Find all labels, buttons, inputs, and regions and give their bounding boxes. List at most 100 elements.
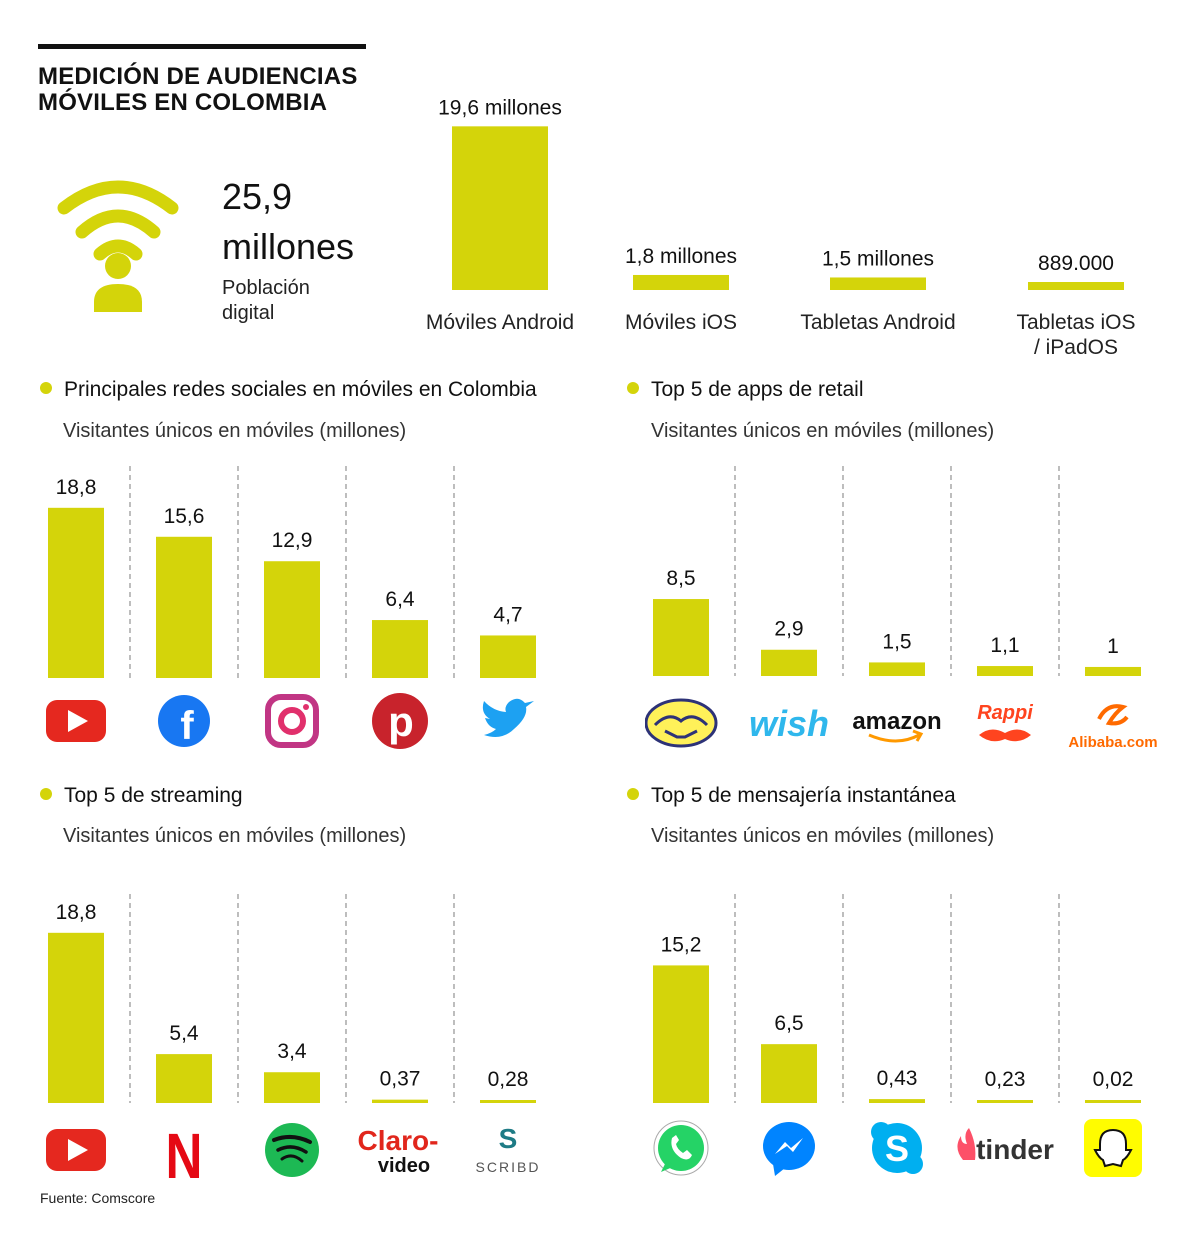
source-note: Fuente: Comscore — [40, 1190, 156, 1206]
svg-text:p: p — [388, 698, 414, 745]
mercadolibre-icon — [645, 698, 718, 748]
device-category-label: Tabletas Android — [800, 311, 955, 334]
device-category-label: / iPadOS — [1034, 336, 1118, 359]
chart-streaming-logo-bg — [132, 1113, 236, 1183]
bullet-dot — [40, 382, 52, 394]
chart-messaging-value-label: 0,23 — [985, 1068, 1026, 1091]
device-bar — [830, 277, 926, 290]
svg-text:S: S — [499, 1123, 518, 1154]
svg-text:Claro-: Claro- — [358, 1125, 439, 1156]
chart-messaging-bar — [1085, 1100, 1141, 1103]
claro-video-icon: Claro-video — [358, 1125, 439, 1177]
chart-retail-logo-bg — [1061, 686, 1165, 756]
population-value-line-1: 25,9 — [222, 176, 293, 217]
chart-streaming-bar — [372, 1099, 428, 1103]
social-section-title: Principales redes sociales en móviles en… — [40, 377, 537, 403]
chart-retail-value-label: 1 — [1107, 635, 1119, 658]
messaging-title-text: Top 5 de mensajería instantánea — [651, 784, 956, 807]
messaging-chart: 15,2 6,5 0,43 S 0,23 tinder 0,02 — [645, 894, 1165, 1183]
pinterest-icon: p — [372, 693, 428, 749]
title-line-1: MEDICIÓN DE AUDIENCIAS — [38, 63, 358, 90]
chart-social-bar — [480, 635, 536, 678]
chart-messaging-value-label: 15,2 — [661, 933, 702, 956]
chart-social-bar — [372, 620, 428, 678]
scribd-icon: S SCRIBD — [476, 1123, 541, 1175]
chart-messaging-value-label: 0,43 — [877, 1067, 918, 1090]
messaging-section-title: Top 5 de mensajería instantánea — [627, 783, 956, 809]
chart-streaming-bar — [480, 1100, 536, 1103]
streaming-section-title: Top 5 de streaming — [40, 783, 243, 809]
device-category-label: Móviles Android — [426, 311, 574, 334]
bullet-dot — [627, 382, 639, 394]
whatsapp-icon — [653, 1120, 709, 1176]
chart-messaging-bar — [977, 1100, 1033, 1103]
chart-streaming-value-label: 18,8 — [56, 901, 97, 924]
chart-messaging-value-label: 0,02 — [1093, 1068, 1134, 1091]
bullet-dot — [627, 788, 639, 800]
chart-social-value-label: 6,4 — [385, 588, 415, 611]
social-section-subtitle: Visitantes únicos en móviles (millones) — [63, 420, 407, 442]
youtube-icon — [46, 1129, 106, 1171]
device-bar — [452, 126, 548, 290]
svg-text:f: f — [180, 704, 194, 748]
wish-icon: wish — [749, 703, 829, 744]
chart-retail-logo-bg — [737, 686, 841, 756]
chart-social-value-label: 15,6 — [164, 505, 205, 528]
tinder-icon: tinder — [957, 1128, 1054, 1165]
chart-social-value-label: 4,7 — [493, 603, 522, 626]
alibaba-icon: Alibaba.com — [1068, 704, 1158, 751]
chart-retail-logo-bg — [953, 686, 1057, 756]
chart-social-bar — [48, 507, 104, 678]
chart-streaming-logo-bg — [348, 1113, 452, 1183]
facebook-icon: f — [158, 695, 210, 748]
chart-social-value-label: 18,8 — [56, 476, 97, 499]
device-category-label: Móviles iOS — [625, 311, 737, 334]
skype-icon: S — [871, 1122, 923, 1174]
retail-title-text: Top 5 de apps de retail — [651, 378, 864, 401]
svg-text:wish: wish — [749, 703, 829, 744]
youtube-icon — [46, 700, 106, 742]
chart-retail-bar — [977, 666, 1033, 676]
page-title: MEDICIÓN DE AUDIENCIAS MÓVILES EN COLOMB… — [38, 64, 358, 116]
social-title-text: Principales redes sociales en móviles en… — [64, 378, 537, 401]
population-label-line-2: digital — [222, 302, 275, 324]
svg-text:N: N — [166, 1122, 203, 1190]
chart-retail-value-label: 2,9 — [774, 618, 803, 641]
chart-streaming-value-label: 0,28 — [488, 1068, 529, 1091]
chart-streaming-bar — [156, 1054, 212, 1103]
title-line-2: MÓVILES EN COLOMBIA — [38, 89, 328, 116]
chart-retail-bar — [653, 599, 709, 676]
twitter-icon — [482, 698, 534, 737]
chart-messaging-bar — [653, 965, 709, 1103]
streaming-title-text: Top 5 de streaming — [64, 784, 243, 807]
streaming-chart: 18,8 5,4 N 3,4 0,37 Claro-video 0,28 S SCRIBD — [40, 894, 560, 1190]
chart-streaming-value-label: 0,37 — [380, 1068, 421, 1091]
population-label-line-1: Población — [222, 277, 310, 299]
chart-streaming-logo-bg — [456, 1113, 560, 1183]
retail-section-subtitle: Visitantes únicos en móviles (millones) — [651, 420, 995, 442]
chart-messaging-value-label: 6,5 — [774, 1012, 803, 1035]
population-label: Población digital — [222, 276, 310, 326]
device-bar — [1028, 282, 1124, 290]
device-value-label: 19,6 millones — [438, 96, 562, 119]
streaming-section-subtitle: Visitantes únicos en móviles (millones) — [63, 825, 407, 847]
device-bar — [633, 274, 729, 290]
svg-text:Rappi: Rappi — [977, 702, 1033, 724]
svg-text:amazon: amazon — [852, 708, 941, 735]
rappi-icon: Rappi — [977, 702, 1033, 742]
chart-retail-value-label: 1,1 — [990, 634, 1019, 657]
svg-text:video: video — [378, 1155, 430, 1177]
spotify-icon — [265, 1123, 319, 1177]
chart-social-bar — [264, 561, 320, 678]
population-value-line-2: millones — [222, 226, 355, 267]
chart-retail-value-label: 1,5 — [882, 630, 911, 653]
instagram-icon — [265, 694, 319, 748]
wifi-icon — [57, 180, 179, 312]
chart-retail-bar — [869, 662, 925, 676]
device-category-label: Tabletas iOS — [1016, 311, 1135, 334]
population-value: 25,9 millones — [222, 172, 354, 272]
retail-section-title: Top 5 de apps de retail — [627, 377, 863, 403]
chart-streaming-value-label: 5,4 — [169, 1022, 199, 1045]
svg-text:SCRIBD: SCRIBD — [476, 1159, 541, 1175]
netflix-icon: N — [166, 1122, 203, 1190]
